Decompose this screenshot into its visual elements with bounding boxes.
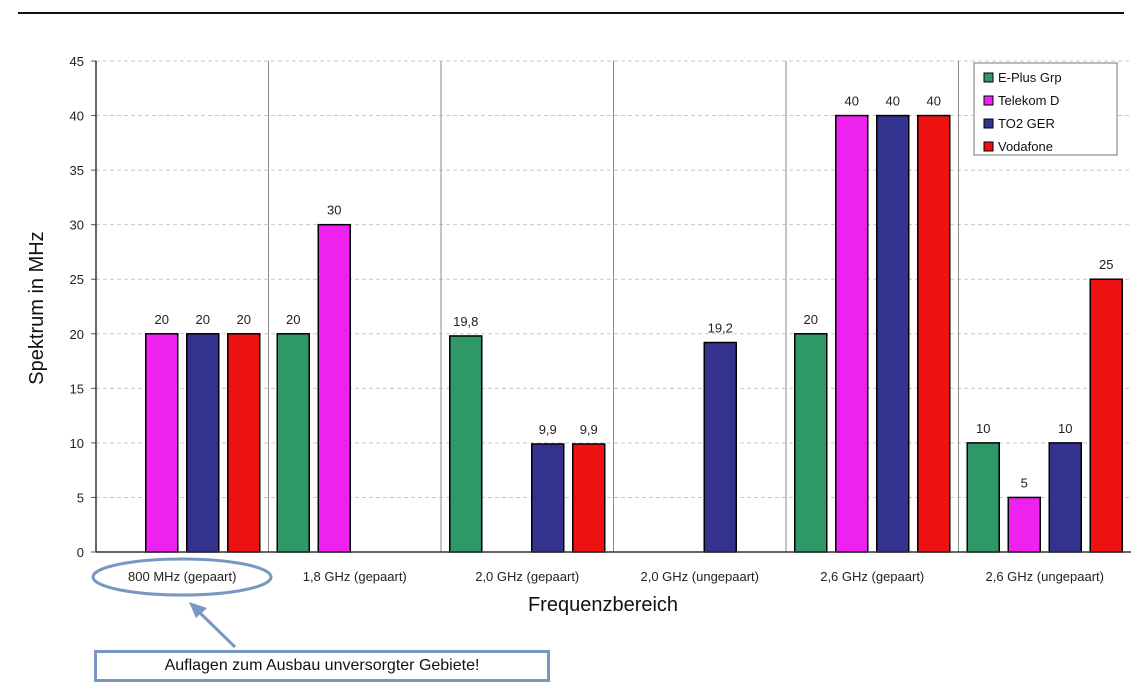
legend-label: Telekom D (998, 93, 1059, 108)
data-label: 19,2 (708, 321, 733, 336)
y-tick-label: 40 (70, 109, 84, 124)
data-label: 40 (845, 94, 859, 109)
x-tick-label: 2,6 GHz (ungepaart) (985, 569, 1104, 584)
legend-swatch (983, 72, 994, 83)
y-tick-label: 15 (70, 381, 84, 396)
annotation-highlight-ellipse (91, 557, 273, 597)
annotation-arrow-line (195, 608, 237, 649)
data-label: 20 (804, 312, 818, 327)
data-label: 10 (1058, 421, 1072, 436)
bar (572, 443, 606, 553)
bar (1007, 496, 1041, 553)
bar (794, 333, 828, 553)
bar (449, 335, 483, 553)
x-tick-label: 1,8 GHz (gepaart) (303, 569, 407, 584)
legend-frame (973, 62, 1118, 156)
y-tick-label: 25 (70, 272, 84, 287)
legend: E-Plus Grp Telekom D TO2 GER Vodafone (973, 62, 1118, 156)
data-label: 19,8 (453, 314, 478, 329)
bar (317, 223, 351, 553)
legend-label: E-Plus Grp (998, 70, 1062, 85)
category-separators (268, 61, 959, 552)
y-tick-label: 30 (70, 218, 84, 233)
bar (227, 333, 261, 553)
y-tick-labels: 0 5 10 15 20 25 30 35 40 45 (70, 54, 84, 560)
legend-swatch (983, 118, 994, 129)
x-tick-labels: 800 MHz (gepaart) 1,8 GHz (gepaart) 2,0 GH… (128, 569, 1104, 584)
data-label: 20 (155, 312, 169, 327)
x-tick-label: 2,0 GHz (gepaart) (475, 569, 579, 584)
y-tick-label: 20 (70, 327, 84, 342)
legend-label: TO2 GER (998, 116, 1055, 131)
legend-label: Vodafone (998, 139, 1053, 154)
data-label: 9,9 (539, 422, 557, 437)
data-label: 25 (1099, 257, 1113, 272)
bar (1089, 278, 1123, 553)
data-label: 40 (927, 94, 941, 109)
legend-swatch (983, 141, 994, 152)
bar (531, 443, 565, 553)
annotation-callout: Auflagen zum Ausbau unversorgter Gebiete… (94, 650, 550, 682)
bar (145, 333, 179, 553)
x-tick-label: 800 MHz (gepaart) (128, 569, 236, 584)
y-tick-label: 0 (77, 545, 84, 560)
y-tick-label: 5 (77, 490, 84, 505)
bar (186, 333, 220, 553)
bar (276, 333, 310, 553)
annotation-arrow-head (189, 602, 207, 618)
data-label: 20 (286, 312, 300, 327)
data-label: 20 (237, 312, 251, 327)
y-tick-label: 45 (70, 54, 84, 69)
data-label: 9,9 (580, 422, 598, 437)
bar (1048, 442, 1082, 553)
bar (966, 442, 1000, 553)
bar (876, 114, 910, 553)
bar (703, 341, 737, 553)
y-tick-label: 10 (70, 436, 84, 451)
bars (145, 114, 1123, 553)
bar (835, 114, 869, 553)
bar (917, 114, 951, 553)
data-labels: 20 19,8 20 10 20 30 40 5 20 9,9 19,2 40 10 20 9,9 40 25 (155, 94, 1114, 491)
y-axis-title: Spektrum in MHz (26, 231, 48, 384)
x-tick-label: 2,6 GHz (gepaart) (820, 569, 924, 584)
data-label: 5 (1021, 475, 1028, 490)
x-axis-title: Frequenzbereich (528, 594, 678, 616)
x-tick-label: 2,0 GHz (ungepaart) (640, 569, 759, 584)
axes (95, 61, 1131, 553)
y-tick-label: 35 (70, 163, 84, 178)
data-label: 10 (976, 421, 990, 436)
legend-swatch (983, 95, 994, 106)
data-label: 20 (196, 312, 210, 327)
data-label: 30 (327, 203, 341, 218)
data-label: 40 (886, 94, 900, 109)
